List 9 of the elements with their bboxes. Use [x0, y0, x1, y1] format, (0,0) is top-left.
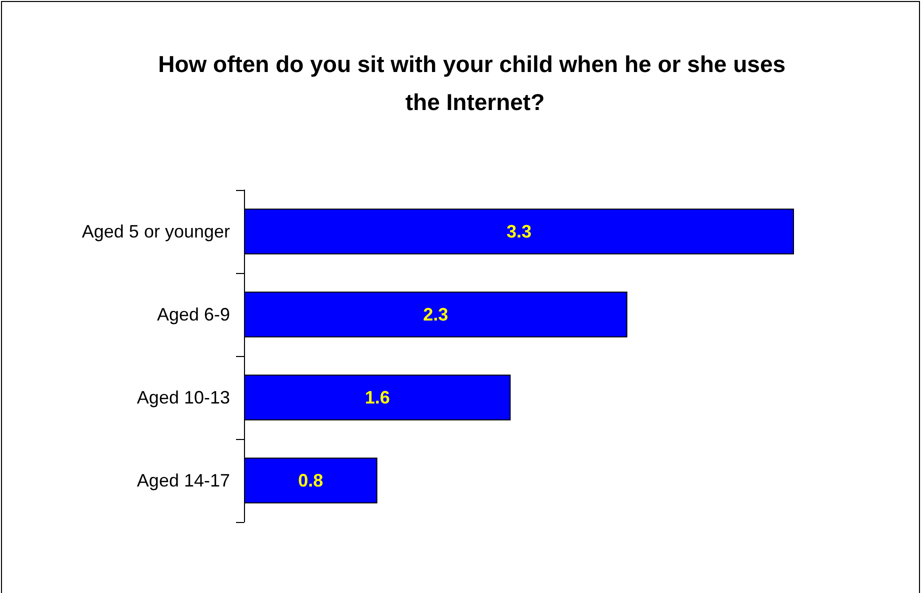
y-tick-label: Aged 14-17: [136, 470, 230, 490]
data-label: 0.8: [298, 470, 324, 490]
y-tick-label: Aged 6-9: [156, 304, 230, 324]
data-label: 1.6: [364, 388, 390, 408]
data-label: 2.3: [423, 304, 448, 324]
y-tick-label: Aged 5 or younger: [82, 222, 230, 242]
chart-title: How often do you sit with your child when he or she uses the Internet?: [158, 51, 792, 115]
data-label: 3.3: [506, 222, 532, 242]
y-tick-label: Aged 10-13: [136, 388, 230, 408]
